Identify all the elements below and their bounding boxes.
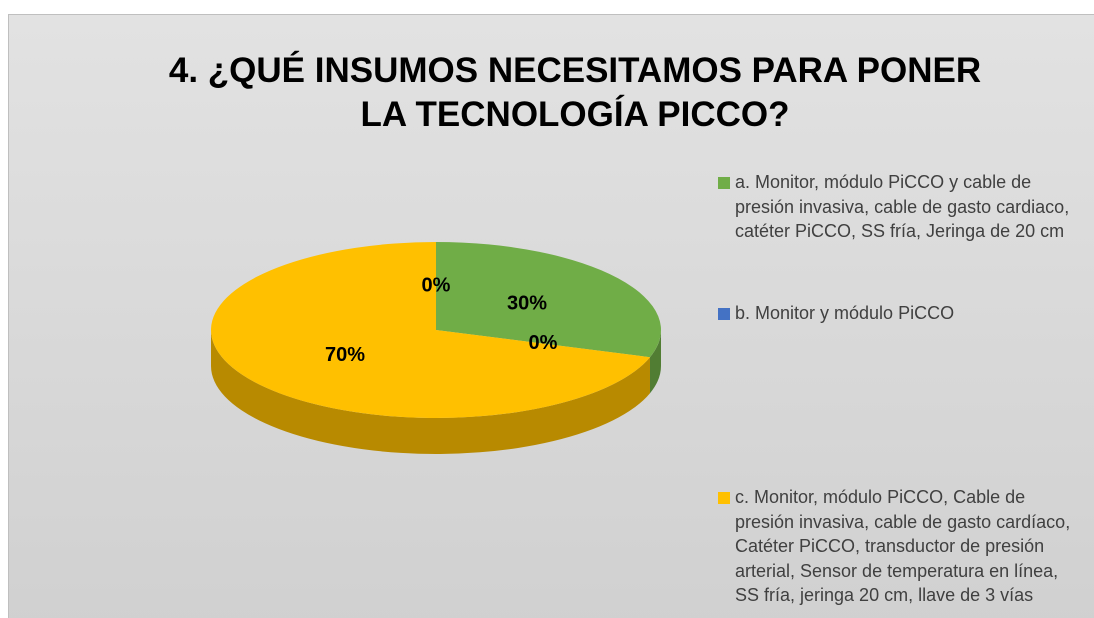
data-label: 0% <box>422 274 451 296</box>
legend-item: b. Monitor y módulo PiCCO <box>718 301 1080 326</box>
pie: 30% 0% 70% 0% <box>211 242 662 455</box>
data-label: 0% <box>529 332 558 354</box>
legend-label: b. Monitor y módulo PiCCO <box>735 303 955 323</box>
pie-side <box>649 330 661 394</box>
data-label: 70% <box>325 344 365 366</box>
legend-label: c. Monitor, módulo PiCCO, Cable de presi… <box>735 487 1071 605</box>
legend-swatch <box>718 492 730 504</box>
data-label: 30% <box>507 292 547 314</box>
chart-title: 4. ¿QUÉ INSUMOS NECESITAMOS PARA PONER LA… <box>169 50 981 134</box>
pie-side <box>211 330 650 455</box>
pie-slice <box>436 242 662 358</box>
pie-slice <box>211 242 650 418</box>
legend-item: c. Monitor, módulo PiCCO, Cable de presi… <box>718 485 1080 608</box>
legend-item: a. Monitor, módulo PiCCO y cable de pres… <box>718 170 1080 244</box>
legend-swatch <box>718 177 730 189</box>
legend-swatch <box>718 308 730 320</box>
legend-label: a. Monitor, módulo PiCCO y cable de pres… <box>735 172 1070 241</box>
